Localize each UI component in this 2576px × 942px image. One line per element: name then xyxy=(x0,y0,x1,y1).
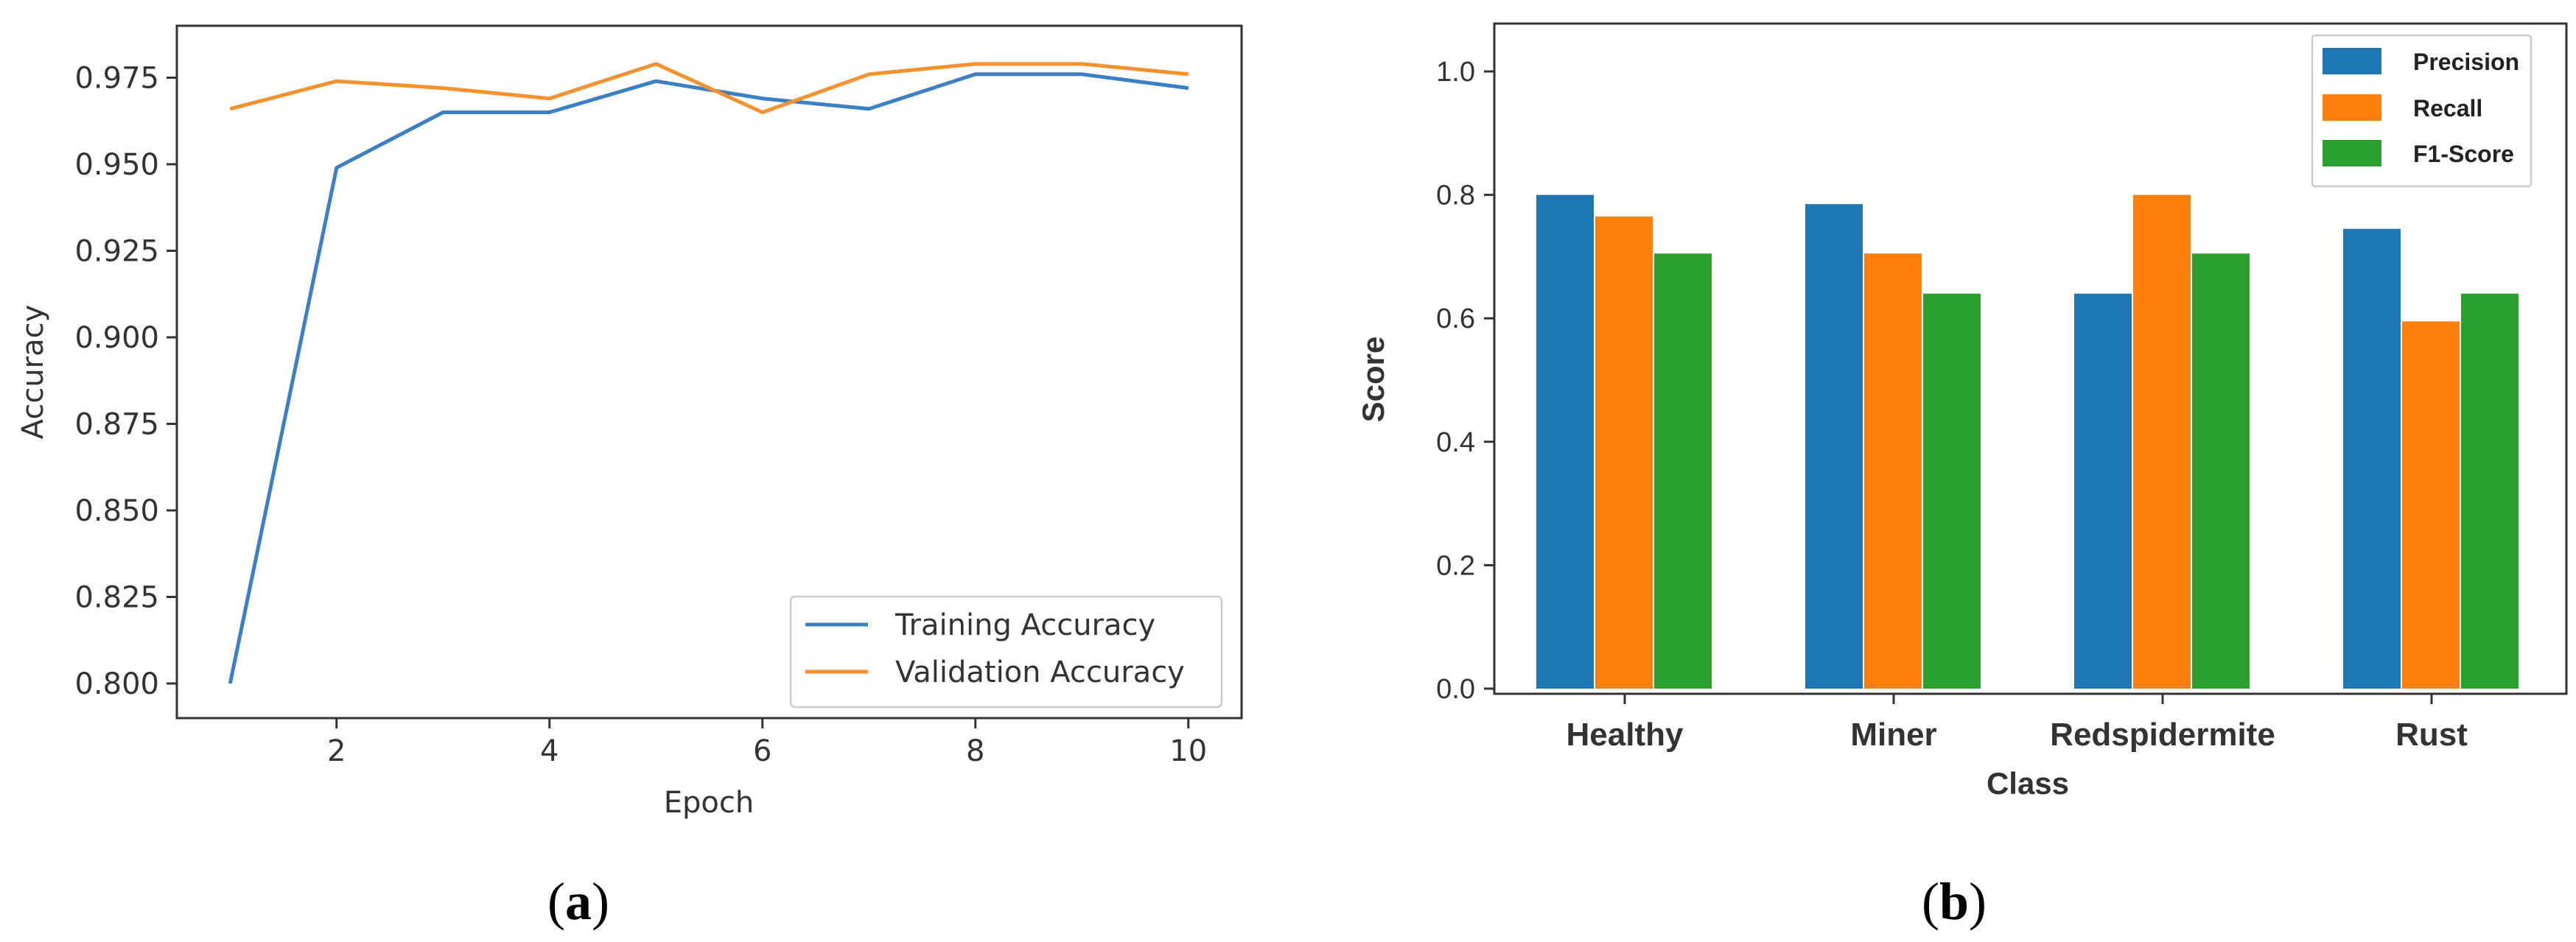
chart-a-legend: Training Accuracy Validation Accuracy xyxy=(789,595,1223,709)
a-xtick-label: 2 xyxy=(327,734,346,768)
recall-bar xyxy=(2133,194,2191,689)
a-xtick-label: 4 xyxy=(540,734,559,768)
category-label: Miner xyxy=(1850,717,1936,753)
b-ytick-label: 0.4 xyxy=(1436,427,1475,458)
panel-caption-b: (b) xyxy=(1922,872,1987,931)
chart-b-x-ticks: Healthy Miner Redspidermite Rust xyxy=(1567,694,2468,753)
category-label: Rust xyxy=(2395,717,2468,753)
precision-bar xyxy=(1536,194,1594,689)
caption-b-close: ) xyxy=(1969,872,1987,931)
f1-score-bar xyxy=(2461,293,2519,689)
chart-b-xlabel: Class xyxy=(1987,766,2069,801)
panel-caption-a: (a) xyxy=(547,872,609,931)
b-ytick-label: 0.2 xyxy=(1436,550,1475,581)
legend-swatch-f1 xyxy=(2323,140,2381,166)
a-ytick-label: 0.925 xyxy=(74,235,159,269)
training-accuracy-line xyxy=(228,72,1189,684)
a-ytick-label: 0.900 xyxy=(74,321,159,355)
chart-b-legend: Precision Recall F1-Score xyxy=(2311,34,2533,188)
recall-bar xyxy=(1864,253,1922,689)
precision-bar xyxy=(2074,293,2132,689)
precision-bar xyxy=(2343,228,2401,689)
chart-b-y-ticks: 0.0 0.2 0.4 0.6 0.8 1.0 xyxy=(1436,57,1494,705)
a-ytick-label: 0.875 xyxy=(74,408,159,442)
category-label: Redspidermite xyxy=(2050,717,2275,753)
a-ytick-label: 0.825 xyxy=(74,581,159,615)
f1-score-bar xyxy=(1923,293,1981,689)
chart-a-ylabel: Accuracy xyxy=(16,305,50,440)
legend-swatch-recall xyxy=(2323,94,2381,121)
f1-score-bar xyxy=(1654,253,1712,689)
category-label: Healthy xyxy=(1567,717,1684,753)
recall-bar xyxy=(1595,216,1653,689)
caption-a-close: ) xyxy=(592,872,609,931)
b-ytick-label: 0.0 xyxy=(1436,674,1475,705)
legend-swatch-precision xyxy=(2323,48,2381,74)
b-ytick-label: 1.0 xyxy=(1436,57,1475,88)
caption-a-open: ( xyxy=(547,872,565,931)
caption-a-letter: a xyxy=(565,872,592,931)
legend-label-validation: Validation Accuracy xyxy=(895,655,1185,689)
chart-b-axes-frame xyxy=(1493,22,2568,695)
chart-a-x-ticks: 2 4 6 8 10 xyxy=(327,718,1207,768)
a-xtick-label: 10 xyxy=(1169,734,1207,768)
b-ytick-label: 0.6 xyxy=(1436,303,1475,334)
recall-bar xyxy=(2402,321,2460,689)
chart-a-series-lines xyxy=(228,62,1189,684)
chart-a-axes-frame xyxy=(175,24,1243,720)
legend-label-recall: Recall xyxy=(2413,95,2482,122)
b-ytick-label: 0.8 xyxy=(1436,180,1475,211)
accuracy-line-chart: 0.800 0.825 0.850 0.875 0.900 0.925 0.950 0.975… xyxy=(16,24,1243,820)
validation-accuracy-line xyxy=(229,62,1189,114)
legend-label-training: Training Accuracy xyxy=(895,608,1155,642)
a-xtick-label: 8 xyxy=(966,734,984,768)
a-ytick-label: 0.950 xyxy=(74,148,159,182)
caption-b-open: ( xyxy=(1922,872,1939,931)
class-metrics-bar-chart: 0.0 0.2 0.4 0.6 0.8 1.0 Healthy Miner Redspider… xyxy=(1356,22,2568,801)
caption-b-letter: b xyxy=(1939,872,1969,931)
chart-b-bars xyxy=(1536,194,2519,689)
precision-bar xyxy=(1805,204,1863,689)
chart-a-y-ticks: 0.800 0.825 0.850 0.875 0.900 0.925 0.950 0.975 xyxy=(74,62,177,701)
a-ytick-label: 0.850 xyxy=(74,494,159,528)
a-xtick-label: 6 xyxy=(753,734,771,768)
chart-b-ylabel: Score xyxy=(1356,337,1390,423)
chart-a-legend-box xyxy=(789,595,1223,709)
f1-score-bar xyxy=(2192,253,2250,689)
legend-label-precision: Precision xyxy=(2413,49,2519,75)
legend-label-f1: F1-Score xyxy=(2413,141,2514,167)
a-ytick-label: 0.975 xyxy=(74,62,159,96)
chart-a-xlabel: Epoch xyxy=(664,786,754,820)
a-ytick-label: 0.800 xyxy=(74,667,159,701)
